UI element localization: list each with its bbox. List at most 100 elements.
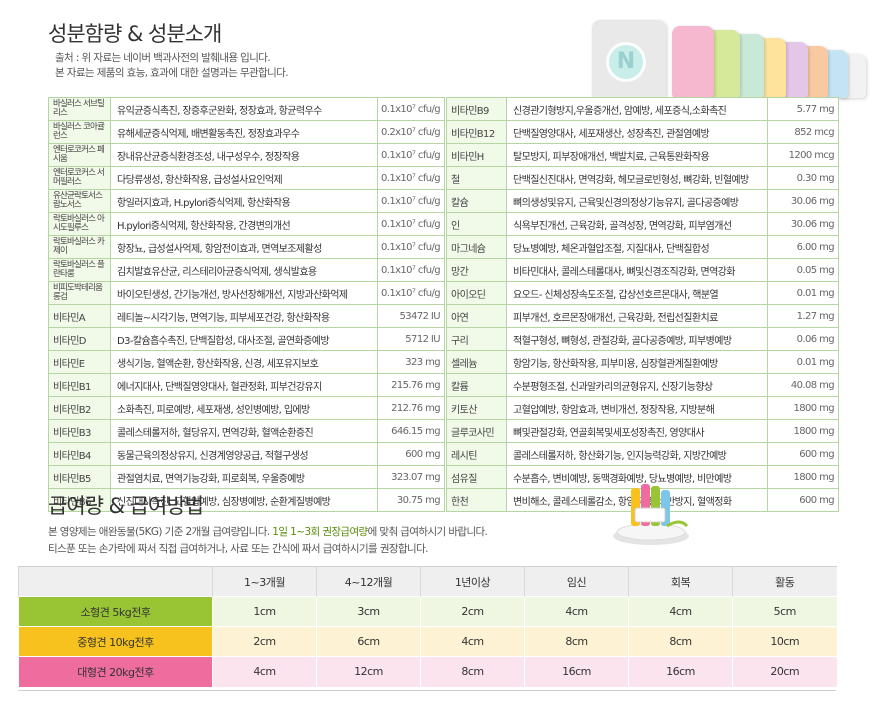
ingredient-description: 수분평형조절, 신과알카리의균형유지, 신장기능향상 bbox=[506, 373, 768, 397]
dosage-value: 12cm bbox=[316, 656, 421, 687]
ingredient-row: 엔터로코커스 서머필러스 다당류생성, 항산화작용, 급성설사요인억제 0.1x10… bbox=[48, 166, 445, 190]
ingredient-description: 콜레스테롤저하, 항산화기능, 인지능력강화, 지방간예방 bbox=[506, 442, 768, 466]
ingredient-name: 비타민H bbox=[446, 143, 507, 167]
ingredient-name: 엔터로코커스 서머필러스 bbox=[48, 166, 111, 190]
ingredient-description: 피부개선, 호르몬장애개선, 근육강화, 전립선질환치료 bbox=[506, 304, 768, 328]
ingredient-amount: 600 mg bbox=[767, 488, 839, 512]
ingredient-row: 비타민B12 단백질영양대사, 세포재생산, 성장촉진, 관절염예방 852 mcg bbox=[446, 120, 839, 144]
ingredient-name: 유산균락토서스 람노서스 bbox=[48, 189, 111, 213]
ingredient-row: 칼슘 뼈의생성및유지, 근육및신경의정상기능유지, 골다공증예방 30.06 mg bbox=[446, 189, 839, 213]
dosage-table-bottom-border bbox=[18, 690, 836, 691]
ingredient-row: 비피도박테리움 롱검 바이오틴생성, 간기능개선, 방사선장해개선, 지방과산화억… bbox=[48, 281, 445, 305]
ingredient-row: 비타민B4 동물근육의정상유지, 신경계영양공급, 적혈구생성 600 mg bbox=[48, 442, 445, 466]
ingredient-name: 비타민B1 bbox=[48, 373, 111, 397]
ingredient-row: 비타민B2 소화촉진, 피로예방, 세포재생, 성인병예방, 입에방 212.76 … bbox=[48, 396, 445, 420]
product-tubes-illustration: N bbox=[588, 14, 878, 100]
ingredient-amount: 0.01 mg bbox=[767, 350, 839, 374]
ingredient-name: 락토바실러스 카제이 bbox=[48, 235, 111, 259]
dosage-value: 4cm bbox=[212, 656, 317, 687]
ingredient-amount: 212.76 mg bbox=[377, 396, 445, 420]
ingredient-description: 레티놀~시각기능, 면역기능, 피부세포건강, 항산화작용 bbox=[110, 304, 378, 328]
ingredient-description: 에너지대사, 단백질영양대사, 혈관정화, 피부건강유지 bbox=[110, 373, 378, 397]
ingredients-table-left: 바실러스 서브틸리스 유익균증식촉진, 장증후군완화, 정장효과, 항균력우수 0.… bbox=[48, 97, 445, 512]
dosage-value: 20cm bbox=[732, 656, 837, 687]
ingredient-name: 비타민B4 bbox=[48, 442, 111, 466]
dosage-value: 8cm bbox=[420, 656, 525, 687]
ingredient-row: 비타민B6 신진대사촉진, 고혈압예방, 심장병예방, 순환계질병예방 30.75 … bbox=[48, 488, 445, 512]
ingredient-amount: 0.1x10⁷ cfu/g bbox=[377, 281, 445, 305]
ingredient-amount: 600 mg bbox=[767, 442, 839, 466]
ingredient-name: 바실러스 서브틸리스 bbox=[48, 97, 111, 121]
ingredient-row: 비타민B3 콜레스테롤저하, 혈당유지, 면역강화, 혈액순환증진 646.15 m… bbox=[48, 419, 445, 443]
ingredient-description: 다당류생성, 항산화작용, 급성설사요인억제 bbox=[110, 166, 378, 190]
ingredient-description: 항일러지효과, H.pylori증식억제, 항산화작용 bbox=[110, 189, 378, 213]
ingredient-amount: 600 mg bbox=[377, 442, 445, 466]
ingredient-description: 동물근육의정상유지, 신경계영양공급, 적혈구생성 bbox=[110, 442, 378, 466]
ingredient-description: 관절염치료, 면역기능강화, 피로회복, 우울증예방 bbox=[110, 465, 378, 489]
dosage-value: 8cm bbox=[628, 626, 733, 657]
ingredients-table-right: 비타민B9 신경관기형방지,우울증개선, 암예방, 세포증식,소화촉진 5.77 m… bbox=[446, 97, 839, 512]
ingredient-description: 수분흡수, 변비예방, 동맥경화예방, 당뇨병예방, 비만예방 bbox=[506, 465, 768, 489]
ingredient-row: 글루코사민 뼈및관절강화, 연골회복및세포성장촉진, 영양대사 1800 mg bbox=[446, 419, 839, 443]
product-bowl-illustration bbox=[613, 484, 689, 545]
ingredient-description: 소화촉진, 피로예방, 세포재생, 성인병예방, 입에방 bbox=[110, 396, 378, 420]
ingredient-amount: 0.1x10⁷ cfu/g bbox=[377, 143, 445, 167]
ingredient-description: 요오드- 신체성장속도조절, 갑상선호르몬대사, 핵분열 bbox=[506, 281, 768, 305]
dosage-note-highlight: 1일 1~3회 권장급여량 bbox=[272, 526, 368, 538]
ingredient-row: 인 식욕부진개선, 근육강화, 골격성장, 면역강화, 피부염개선 30.06 mg bbox=[446, 212, 839, 236]
ingredient-name: 아연 bbox=[446, 304, 507, 328]
ingredient-amount: 0.1x10⁷ cfu/g bbox=[377, 189, 445, 213]
ingredient-description: D3-칼슘흡수촉진, 단백질합성, 대사조절, 골연화증예방 bbox=[110, 327, 378, 351]
dosage-note-line1: 본 영양제는 애완동물(5KG) 기준 2개월 급여량입니다. 1일 1~3회 … bbox=[48, 524, 488, 541]
ingredient-name: 망간 bbox=[446, 258, 507, 282]
dosage-value: 8cm bbox=[524, 626, 629, 657]
dosage-table-body: 1~3개월 4~12개월 1년이상 임신 회복 활동 소형견 5kg전후 1cm 3cm 2cm 4… bbox=[18, 566, 837, 687]
dosage-row-label: 대형견 20kg전후 bbox=[18, 656, 213, 687]
ingredient-description: 김치발효유산균, 리스테리아균증식억제, 생식발효용 bbox=[110, 258, 378, 282]
ingredient-description: 비타민대사, 콜레스테롤대사, 뼈및신경조직강화, 면역강화 bbox=[506, 258, 768, 282]
ingredient-amount: 215.76 mg bbox=[377, 373, 445, 397]
ingredient-amount: 852 mcg bbox=[767, 120, 839, 144]
ingredient-row: 비타민B1 에너지대사, 단백질영양대사, 혈관정화, 피부건강유지 215.76 … bbox=[48, 373, 445, 397]
dosage-column-header: 임신 bbox=[524, 566, 629, 597]
ingredient-amount: 0.30 mg bbox=[767, 166, 839, 190]
ingredient-amount: 6.00 mg bbox=[767, 235, 839, 259]
dosage-column-header: 활동 bbox=[732, 566, 837, 597]
ingredient-description: 신진대사촉진, 고혈압예방, 심장병예방, 순환계질병예방 bbox=[110, 488, 378, 512]
ingredient-name: 키토산 bbox=[446, 396, 507, 420]
ingredient-name: 비타민B9 bbox=[446, 97, 507, 121]
ingredient-amount: 0.1x10⁷ cfu/g bbox=[377, 97, 445, 121]
product-logo-letter: N bbox=[616, 49, 636, 74]
dosage-note-line2: 티스푼 또는 손가락에 짜서 직접 급여하거나, 사료 또는 간식에 짜서 급여… bbox=[48, 543, 428, 555]
ingredient-name: 비타민E bbox=[48, 350, 111, 374]
ingredient-name: 한천 bbox=[446, 488, 507, 512]
ingredient-name: 비피도박테리움 롱검 bbox=[48, 281, 111, 305]
dosage-table: 1~3개월 4~12개월 1년이상 임신 회복 활동 소형견 5kg전후 1cm 3cm 2cm 4… bbox=[18, 566, 837, 687]
ingredient-amount: 53472 IU bbox=[377, 304, 445, 328]
source-note-line2: 본 자료는 제품의 효능, 효과에 대한 설명과는 무관합니다. bbox=[55, 67, 289, 79]
dosage-column-header: 4~12개월 bbox=[316, 566, 421, 597]
ingredient-name: 비타민B12 bbox=[446, 120, 507, 144]
ingredient-amount: 1.27 mg bbox=[767, 304, 839, 328]
ingredient-name: 칼슘 bbox=[446, 189, 507, 213]
ingredient-name: 마그네슘 bbox=[446, 235, 507, 259]
ingredient-amount: 0.1x10⁷ cfu/g bbox=[377, 258, 445, 282]
ingredient-name: 아이오딘 bbox=[446, 281, 507, 305]
dosage-column-header: 회복 bbox=[628, 566, 733, 597]
dosage-row: 대형견 20kg전후 4cm 12cm 8cm 16cm 16cm 20cm bbox=[18, 656, 837, 687]
ingredient-description: 고혈압예방, 항암효과, 변비개선, 정장작용, 지방분해 bbox=[506, 396, 768, 420]
ingredient-amount: 323 mg bbox=[377, 350, 445, 374]
source-note-line1: 출처 : 위 자료는 네이버 백과사전의 발췌내용 입니다. bbox=[55, 52, 271, 64]
ingredient-name: 비타민B5 bbox=[48, 465, 111, 489]
ingredient-amount: 646.15 mg bbox=[377, 419, 445, 443]
dosage-row: 중형견 10kg전후 2cm 6cm 4cm 8cm 8cm 10cm bbox=[18, 626, 837, 657]
ingredient-name: 비타민B6 bbox=[48, 488, 111, 512]
dosage-value: 10cm bbox=[732, 626, 837, 657]
ingredient-row: 락토바실러스 카제이 항장뇨, 급성설사억제, 항암전이효과, 면역보조제활성 0.… bbox=[48, 235, 445, 259]
ingredient-amount: 1800 mg bbox=[767, 419, 839, 443]
ingredient-name: 비타민D bbox=[48, 327, 111, 351]
dosage-row-label: 소형견 5kg전후 bbox=[18, 596, 213, 627]
dosage-value: 2cm bbox=[212, 626, 317, 657]
ingredient-amount: 5.77 mg bbox=[767, 97, 839, 121]
dosage-header-row: 1~3개월 4~12개월 1년이상 임신 회복 활동 bbox=[18, 566, 837, 597]
